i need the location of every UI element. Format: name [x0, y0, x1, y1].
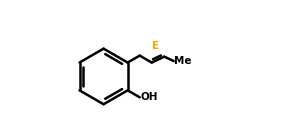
Text: Me: Me [174, 56, 192, 66]
Text: OH: OH [141, 92, 158, 102]
Text: E: E [152, 41, 160, 51]
